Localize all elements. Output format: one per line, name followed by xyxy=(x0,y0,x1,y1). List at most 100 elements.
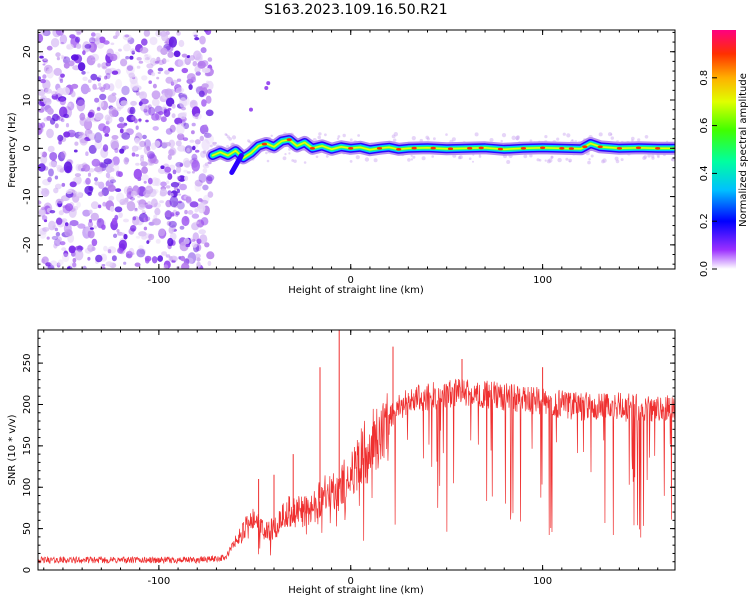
noise-blob xyxy=(152,126,159,131)
snr-content xyxy=(38,330,675,565)
noise-blob xyxy=(84,117,91,122)
noise-blob xyxy=(71,83,79,89)
ridge-peak xyxy=(261,142,267,146)
noise-blob xyxy=(94,112,104,121)
noise-blob xyxy=(165,185,171,189)
noise-blob xyxy=(120,100,128,106)
noise-blob xyxy=(199,135,204,142)
band-noise xyxy=(364,157,370,162)
noise-blob xyxy=(43,58,48,61)
noise-blob xyxy=(164,41,168,44)
noise-blob xyxy=(165,142,172,147)
noise-blob xyxy=(136,248,146,258)
noise-blob xyxy=(41,256,49,265)
colorbar-ticks: 0.0 0.2 0.4 0.6 0.8 xyxy=(699,70,717,277)
band-noise xyxy=(247,139,250,143)
noise-blob xyxy=(135,235,141,239)
noise-blob xyxy=(138,231,147,237)
noise-blob xyxy=(154,60,160,64)
y-tick-label: 20 xyxy=(22,45,33,58)
noise-blob xyxy=(201,99,207,107)
noise-blob xyxy=(204,162,209,167)
noise-blob xyxy=(105,261,113,267)
noise-blob xyxy=(90,201,99,210)
noise-blob xyxy=(67,266,73,269)
noise-blob xyxy=(205,30,212,35)
band-noise xyxy=(421,156,426,161)
noise-blob xyxy=(196,261,201,268)
noise-blob xyxy=(102,66,106,69)
band-noise xyxy=(610,133,613,136)
noise-blob xyxy=(123,261,127,265)
noise-blob xyxy=(95,254,103,263)
noise-blob xyxy=(134,207,138,211)
band-noise xyxy=(544,159,547,162)
y-tick-label: -10 xyxy=(22,188,33,204)
noise-blob xyxy=(59,168,65,173)
noise-blob xyxy=(60,118,65,123)
noise-blob xyxy=(197,202,206,214)
noise-blob xyxy=(76,43,82,49)
noise-blob xyxy=(171,103,176,109)
noise-blob xyxy=(206,176,213,185)
noise-blob xyxy=(117,171,123,178)
noise-blob xyxy=(130,116,135,121)
ridge-peak xyxy=(467,146,473,150)
noise-blob xyxy=(143,30,151,37)
noise-blob xyxy=(91,53,100,62)
noise-blob xyxy=(181,262,190,269)
band-noise xyxy=(337,135,341,138)
noise-blob xyxy=(150,57,157,66)
noise-blob xyxy=(76,201,81,208)
band-noise xyxy=(546,159,551,164)
noise-blob xyxy=(91,158,101,167)
noise-blob xyxy=(147,177,153,185)
noise-blob xyxy=(114,147,119,153)
noise-blob xyxy=(167,154,172,161)
noise-blob xyxy=(65,222,69,227)
noise-blob xyxy=(151,256,158,264)
band-noise xyxy=(410,158,414,161)
ridge-branch xyxy=(229,153,244,175)
noise-blob xyxy=(184,175,189,181)
noise-blob xyxy=(107,249,112,254)
noise-blob xyxy=(108,83,115,92)
noise-blob xyxy=(200,217,209,226)
noise-blob xyxy=(163,109,171,118)
band-noise xyxy=(451,137,456,142)
noise-blob xyxy=(131,115,137,121)
noise-blob xyxy=(49,260,58,267)
heatmap-x-ticks: -100 0 100 xyxy=(43,30,659,286)
noise-blob xyxy=(59,241,66,246)
noise-blob xyxy=(194,253,201,259)
noise-blob xyxy=(206,174,215,182)
noise-blob xyxy=(89,227,94,230)
noise-blob xyxy=(170,181,180,188)
noise-blob xyxy=(41,188,45,191)
noise-blob xyxy=(51,90,58,96)
noise-blob xyxy=(189,139,195,143)
noise-blob xyxy=(38,125,43,135)
noise-blob xyxy=(47,145,55,153)
noise-blob xyxy=(140,174,149,181)
noise-blob xyxy=(182,111,188,116)
noise-blob xyxy=(157,167,167,174)
noise-blob xyxy=(106,116,113,124)
noise-blob xyxy=(179,225,185,230)
noise-blob xyxy=(51,235,59,240)
band-noise xyxy=(433,137,436,141)
noise-blob xyxy=(53,67,62,76)
noise-blob xyxy=(141,166,149,174)
band-noise xyxy=(657,155,660,159)
noise-blob xyxy=(184,209,188,215)
band-noise xyxy=(248,140,251,144)
noise-blob xyxy=(54,123,59,129)
noise-blob xyxy=(114,206,123,213)
noise-blob xyxy=(101,264,106,267)
noise-blob xyxy=(119,148,125,154)
y-tick-label: 50 xyxy=(22,522,33,535)
noise-blob xyxy=(61,218,68,223)
noise-blob xyxy=(146,63,154,69)
noise-blob xyxy=(176,188,180,194)
